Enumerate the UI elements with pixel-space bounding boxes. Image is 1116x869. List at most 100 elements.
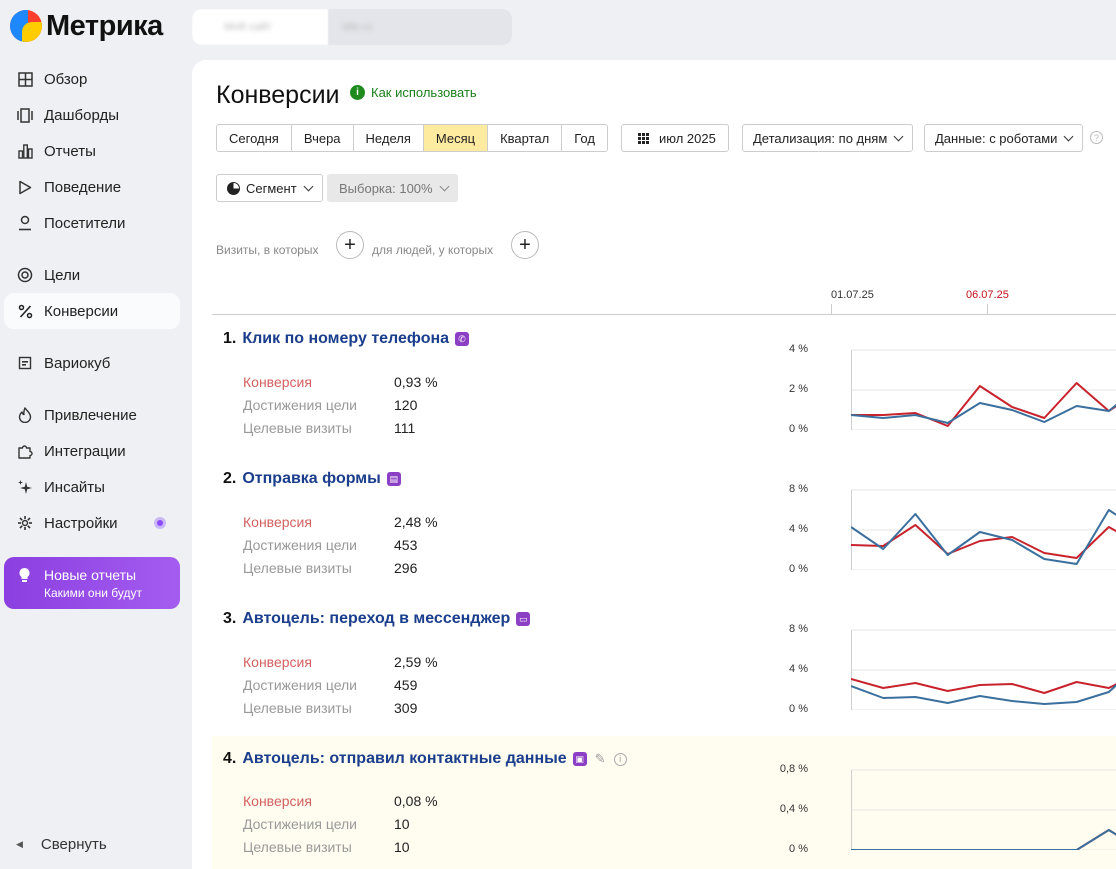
sidebar-item-label: Интеграции	[44, 442, 126, 460]
sidebar-item-label: Вариокуб	[44, 354, 111, 372]
sidebar-item-label: Инсайты	[44, 478, 105, 496]
metrika-logo[interactable]: Метрика	[10, 10, 163, 42]
sidebar-item-label: Настройки	[44, 514, 118, 532]
conversion-value: 2,48 %	[394, 514, 438, 530]
y-tick-label: 0 %	[789, 843, 808, 855]
y-tick-label: 0 %	[789, 563, 808, 575]
new-reports-promo[interactable]: Новые отчеты Какими они будут	[4, 557, 180, 609]
sidebar-item-overview[interactable]: Обзор	[4, 61, 180, 97]
sidebar-item-behavior[interactable]: Поведение	[4, 169, 180, 205]
pencil-icon[interactable]: ✎	[594, 751, 606, 766]
sidebar-item-settings[interactable]: Настройки	[4, 505, 180, 541]
y-tick-label: 8 %	[789, 623, 808, 635]
series-line-blue	[851, 829, 1116, 850]
data-dropdown[interactable]: Данные: с роботами	[924, 124, 1084, 152]
chevron-down-icon	[893, 131, 904, 141]
goal-title[interactable]: 4. Автоцель: отправил контактные данные …	[223, 750, 627, 768]
form-icon: ▤	[386, 472, 401, 486]
sidebar-item-integrations[interactable]: Интеграции	[4, 433, 180, 469]
goal-chart	[851, 489, 1116, 570]
achievements-value: 459	[394, 677, 418, 693]
percent-icon	[16, 302, 34, 320]
logo-text: Метрика	[46, 9, 163, 42]
detail-dropdown[interactable]: Детализация: по дням	[742, 124, 914, 152]
gear-icon	[16, 514, 34, 532]
segment-button[interactable]: Сегмент	[216, 174, 323, 202]
y-tick-label: 0 %	[789, 423, 808, 435]
puzzle-icon	[16, 442, 34, 460]
sidebar-item-reports[interactable]: Отчеты	[4, 133, 180, 169]
info-icon[interactable]: i	[613, 752, 627, 766]
detail-label: Детализация: по дням	[753, 130, 888, 146]
y-tick-label: 0,4 %	[779, 803, 808, 815]
axis-tick	[831, 304, 832, 314]
bar-chart-icon	[16, 142, 34, 160]
help-icon[interactable]: ?	[1090, 131, 1103, 144]
sidebar-item-conversions[interactable]: Конверсии	[4, 293, 180, 329]
achievements-value: 10	[394, 816, 410, 832]
goal-chart	[851, 769, 1116, 850]
achievements-label: Достижения цели	[243, 397, 358, 413]
sidebar-item-label: Цели	[44, 266, 81, 284]
metrika-logo-icon	[10, 10, 42, 42]
period-year[interactable]: Год	[562, 125, 607, 151]
counter-tab[interactable]: site.ru	[328, 9, 512, 45]
conversion-value: 2,59 %	[394, 654, 438, 670]
period-week[interactable]: Неделя	[353, 125, 424, 151]
sidebar-item-label: Поведение	[44, 178, 122, 196]
goal-chart	[851, 349, 1116, 430]
sample-dropdown[interactable]: Выборка: 100%	[327, 174, 458, 202]
series-line-red	[851, 829, 1116, 850]
add-people-condition-button[interactable]: +	[511, 231, 539, 259]
visits-label: Целевые визиты	[243, 420, 352, 436]
series-line-blue	[851, 684, 1116, 705]
period-selector: Сегодня Вчера Неделя Месяц Квартал Год	[216, 124, 608, 152]
conversion-label: Конверсия	[243, 374, 312, 390]
lightbulb-icon	[18, 567, 31, 587]
sidebar-item-dashboards[interactable]: Дашборды	[4, 97, 180, 133]
dashboard-icon	[16, 106, 34, 124]
date-picker-button[interactable]: июл 2025	[621, 124, 729, 152]
people-condition-label: для людей, у которых	[372, 243, 494, 257]
page-title: Конверсии	[216, 81, 340, 109]
goal-title[interactable]: 3. Автоцель: переход в мессенджер ▭	[223, 610, 531, 628]
how-to-use-link[interactable]: i Как использовать	[350, 85, 477, 100]
period-quarter[interactable]: Квартал	[488, 125, 563, 151]
sidebar-item-label: Дашборды	[44, 106, 119, 124]
goal-title[interactable]: 1. Клик по номеру телефона ✆	[223, 330, 470, 348]
play-icon	[16, 178, 34, 196]
axis-date-label: 01.07.25	[831, 289, 874, 301]
sidebar-item-visitors[interactable]: Посетители	[4, 205, 180, 241]
achievements-value: 453	[394, 537, 418, 553]
period-month[interactable]: Месяц	[423, 125, 489, 151]
achievements-label: Достижения цели	[243, 677, 358, 693]
goal-name: Автоцель: отправил контактные данные	[242, 750, 567, 767]
goal-number: 4.	[223, 750, 237, 767]
counter-tab-active[interactable]: Мой сайт	[192, 9, 328, 45]
y-tick-label: 8 %	[789, 483, 808, 495]
main-panel: Конверсии i Как использовать Сегодня Вче…	[192, 60, 1116, 869]
person-icon	[16, 214, 34, 232]
sidebar-item-goals[interactable]: Цели	[4, 257, 180, 293]
goal-name: Клик по номеру телефона	[242, 330, 450, 347]
date-label: июл 2025	[659, 130, 716, 146]
goal-number: 3.	[223, 610, 237, 627]
conversion-label: Конверсия	[243, 654, 312, 670]
contact-card-icon: ▣	[572, 752, 587, 766]
goal-title[interactable]: 2. Отправка формы ▤	[223, 470, 401, 488]
calendar-icon	[638, 132, 649, 144]
period-today[interactable]: Сегодня	[217, 125, 292, 151]
sidebar-item-label: Отчеты	[44, 142, 96, 160]
collapse-sidebar-button[interactable]: ◀ Свернуть	[16, 836, 107, 853]
sample-label: Выборка: 100%	[339, 180, 433, 196]
sidebar-item-insights[interactable]: Инсайты	[4, 469, 180, 505]
achievements-value: 120	[394, 397, 418, 413]
conversion-label: Конверсия	[243, 793, 312, 809]
promo-subtitle: Какими они будут	[44, 586, 142, 600]
sidebar-item-acquisition[interactable]: Привлечение	[4, 397, 180, 433]
add-visit-condition-button[interactable]: +	[336, 231, 364, 259]
sidebar: Метрика Обзор Дашборды Отчеты Поведение …	[0, 0, 192, 869]
series-line-red	[851, 382, 1116, 427]
sidebar-item-variocube[interactable]: Вариокуб	[4, 345, 180, 381]
period-yesterday[interactable]: Вчера	[291, 125, 354, 151]
